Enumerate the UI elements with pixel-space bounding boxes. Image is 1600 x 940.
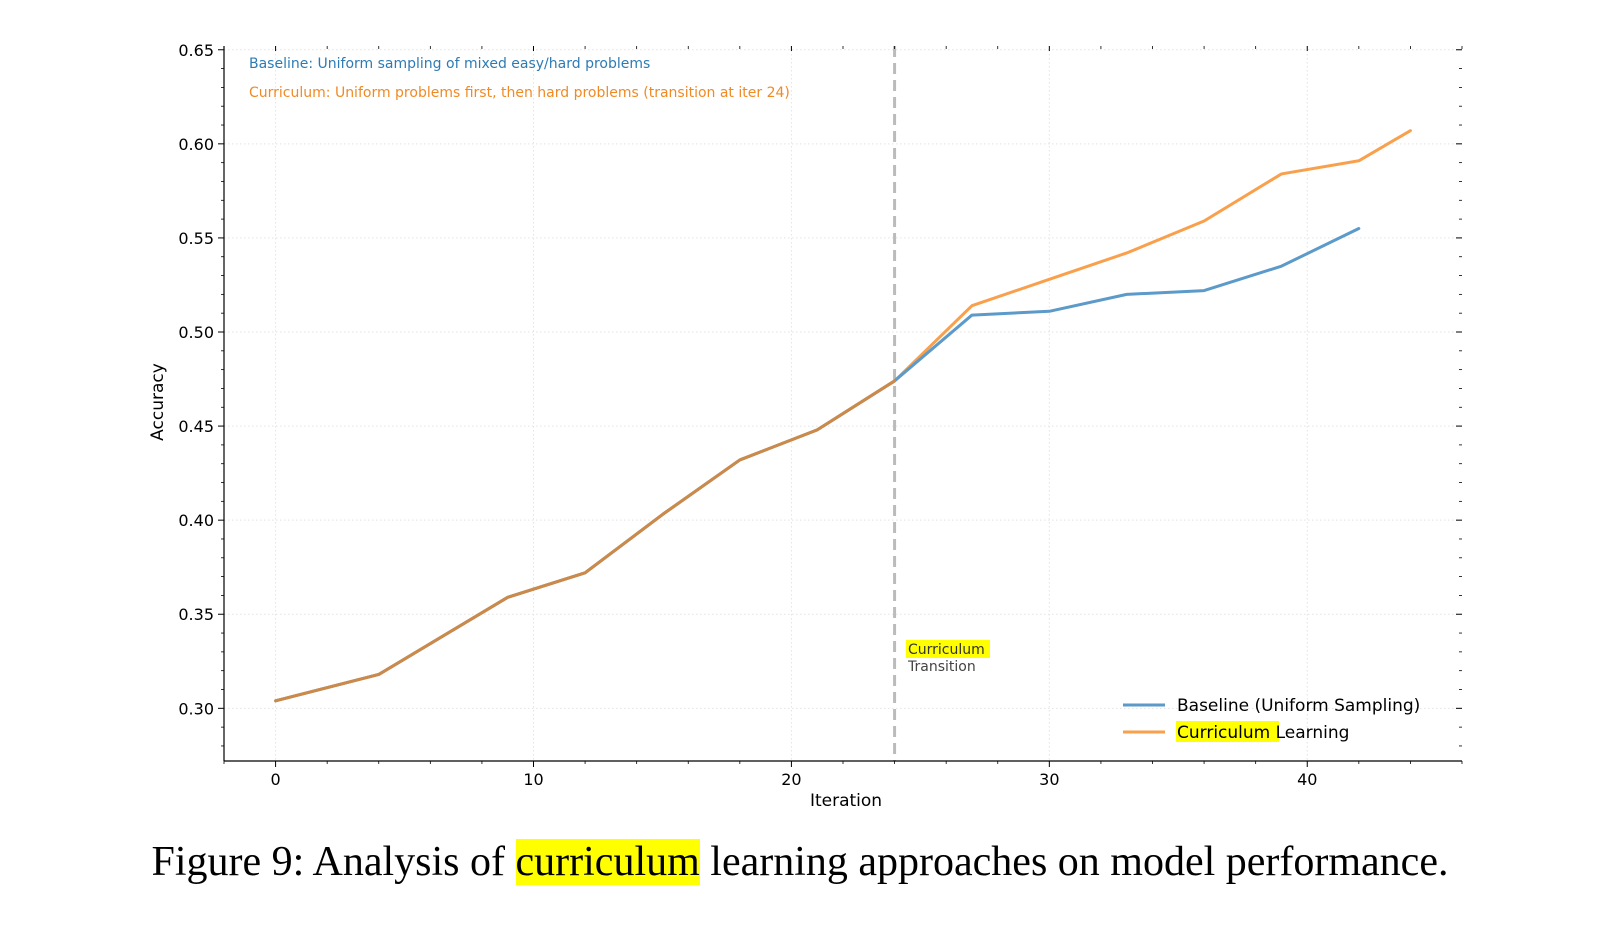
annotation-baseline: Baseline: Uniform sampling of mixed easy… <box>249 56 650 72</box>
transition-label: Curriculum Transition <box>906 640 990 675</box>
x-axis-title: Iteration <box>810 791 882 811</box>
x-tick-label-4: 40 <box>1297 770 1317 789</box>
x-tick-label-0: 0 <box>270 770 280 789</box>
legend-label-curriculum: Curriculum Learning <box>1177 723 1349 743</box>
annotation-curriculum: Curriculum: Uniform problems first, then… <box>249 85 790 101</box>
x-tick-label-3: 30 <box>1039 770 1059 789</box>
y-tick-label-3: 0.45 <box>178 417 214 436</box>
series-line-baseline <box>274 227 1361 703</box>
legend-label-curriculum-rest: Learning <box>1270 723 1349 743</box>
caption-prefix: Figure 9: Analysis of <box>151 839 516 885</box>
transition-label-line2: Transition <box>907 659 976 675</box>
legend-highlight-curriculum <box>1176 721 1279 742</box>
series-lines <box>274 129 1412 703</box>
series-line-overlap <box>274 379 897 703</box>
transition-label-highlight <box>906 640 990 658</box>
y-tick-label-7: 0.65 <box>178 41 214 60</box>
y-tick-label-1: 0.35 <box>178 605 214 624</box>
grid <box>224 46 1462 761</box>
caption-highlight: curriculum <box>515 839 700 885</box>
transition-label-line1: Curriculum <box>908 642 985 658</box>
y-tick-label-0: 0.30 <box>178 699 214 718</box>
y-tick-label-2: 0.40 <box>178 511 214 530</box>
y-tick-label-6: 0.60 <box>178 135 214 154</box>
y-tick-label-5: 0.55 <box>178 229 214 248</box>
legend: Baseline (Uniform Sampling) Curriculum L… <box>1123 696 1420 743</box>
x-tick-label-2: 20 <box>781 770 801 789</box>
tick-labels: 0 10 20 30 40 0.30 0.35 0.40 0.45 0.50 0.55 0.60 0.6… <box>178 41 1317 789</box>
axes <box>218 46 1463 767</box>
legend-label-baseline: Baseline (Uniform Sampling) <box>1177 696 1420 716</box>
series-line-curriculum <box>274 129 1412 703</box>
y-tick-label-4: 0.50 <box>178 323 214 342</box>
x-tick-label-1: 10 <box>523 770 543 789</box>
legend-label-curriculum-highlight: Curriculum <box>1177 723 1270 743</box>
y-axis-title: Accuracy <box>148 363 168 441</box>
caption-suffix: learning approaches on model performance… <box>699 839 1449 885</box>
figure-caption: Figure 9: Analysis of curriculum learnin… <box>0 838 1600 886</box>
